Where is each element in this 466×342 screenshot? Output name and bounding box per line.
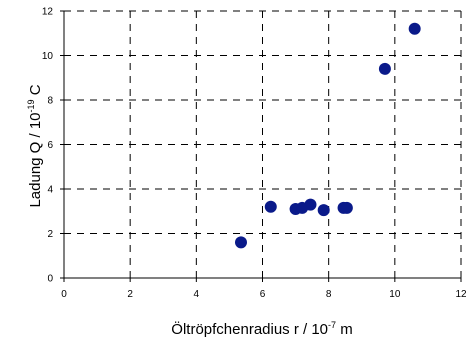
x-tick-label: 4 — [194, 289, 200, 300]
y-tick-labels: 0 2 4 6 8 10 12 — [42, 7, 54, 285]
grid-lines — [64, 10, 462, 278]
data-point — [304, 198, 317, 211]
x-tick-label: 8 — [326, 289, 332, 300]
y-axis-title-exponent: -19 — [26, 99, 36, 112]
y-tick-label: 0 — [47, 274, 53, 285]
data-point — [408, 22, 421, 35]
tick-marks — [60, 10, 462, 282]
data-point — [340, 201, 353, 214]
x-tick-label: 2 — [127, 289, 133, 300]
x-axis-title-base: Öltröpfchenradius r / 10 — [171, 320, 328, 338]
x-axis-title-exponent: -7 — [328, 320, 336, 330]
x-axis-title: Öltröpfchenradius r / 10-7 m — [171, 320, 352, 338]
x-tick-label: 10 — [389, 289, 401, 300]
y-tick-label: 10 — [42, 51, 54, 62]
data-point — [264, 200, 277, 213]
y-tick-label: 2 — [47, 229, 53, 240]
y-axis-title: Ladung Q / 10-19 C — [26, 84, 44, 207]
data-point — [234, 236, 247, 249]
data-points — [234, 22, 421, 249]
y-tick-label: 8 — [47, 96, 53, 107]
x-tick-labels: 0 2 4 6 8 10 12 — [61, 289, 466, 300]
y-axis-title-unit: C — [27, 84, 44, 99]
x-tick-label: 0 — [61, 289, 67, 300]
x-axis-title-unit: m — [336, 321, 353, 338]
x-tick-label: 6 — [260, 289, 266, 300]
y-tick-label: 12 — [42, 7, 54, 18]
y-tick-label: 4 — [47, 185, 53, 196]
data-point — [317, 204, 330, 217]
y-axis-title-base: Ladung Q / 10 — [27, 112, 44, 207]
x-tick-label: 12 — [455, 289, 466, 300]
data-point — [378, 62, 391, 75]
y-tick-label: 6 — [47, 140, 53, 151]
